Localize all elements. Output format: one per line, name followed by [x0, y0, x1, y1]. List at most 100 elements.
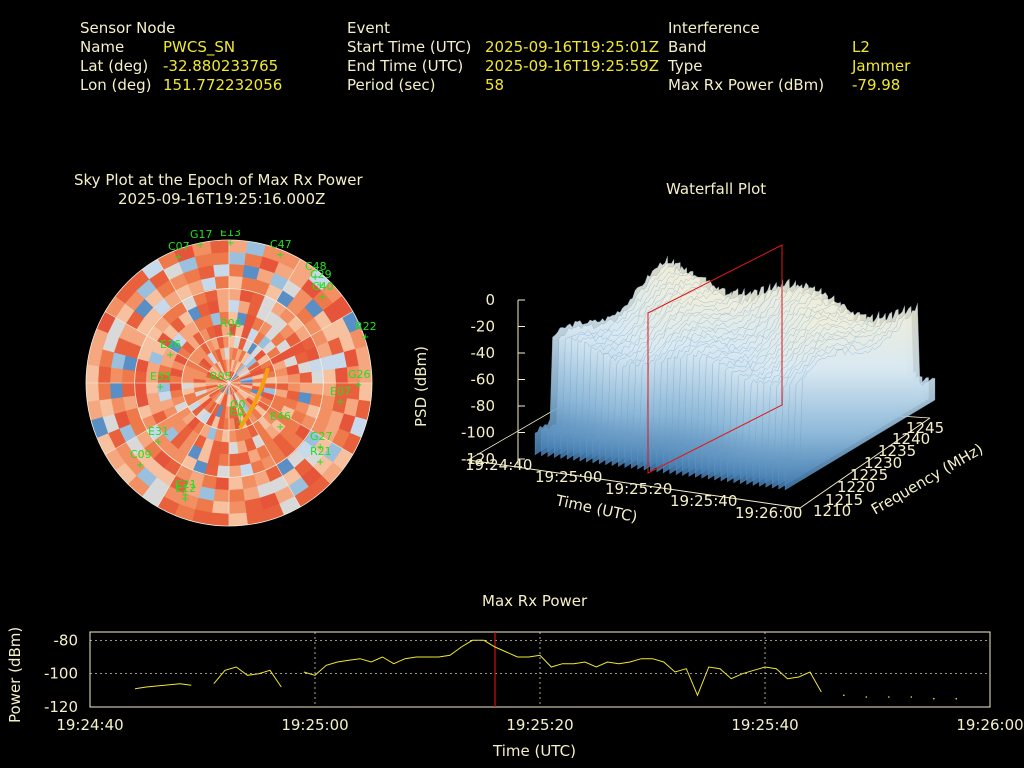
power-point: [843, 694, 845, 697]
wf-freq-tick-label: 1245: [906, 419, 944, 437]
event-period-value: 58: [485, 76, 505, 94]
satellite-label: C29: [310, 268, 332, 281]
event-end-value: 2025-09-16T19:25:59Z: [485, 57, 659, 75]
wf-time-tick-label: 19:25:00: [535, 468, 602, 486]
sky-cell: [228, 500, 247, 515]
sensor-name-value: PWCS_SN: [163, 38, 236, 56]
satellite-marker: +: [336, 397, 344, 408]
satellite-marker: +: [236, 417, 244, 428]
band-value: L2: [852, 38, 870, 56]
satellite-marker: +: [136, 460, 144, 471]
satellite-marker: +: [316, 457, 324, 468]
satellite-label: R22: [355, 320, 377, 333]
satellite-marker: +: [174, 252, 182, 263]
sky-cell: [228, 263, 245, 277]
satellite-label: G27: [310, 430, 333, 443]
sensor-name-label: Name: [80, 38, 125, 56]
sensor-lat-value: -32.880233765: [163, 57, 279, 75]
sky-cell: [323, 368, 337, 384]
power-point: [955, 697, 958, 700]
sensor-lon-value: 151.772232056: [163, 76, 283, 94]
satellite-marker: +: [156, 382, 164, 393]
sky-cell: [211, 251, 230, 266]
satellite-marker: +: [216, 382, 224, 393]
sky-spoke: [105, 382, 230, 455]
sky-cell: [335, 367, 349, 384]
satellite-label: E26: [160, 338, 181, 351]
wf-z-tick-label: -120: [461, 450, 495, 468]
power-point: [910, 696, 913, 698]
wf-time-axis: [467, 459, 801, 509]
event-start-label: Start Time (UTC): [347, 38, 472, 56]
sky-spoke: [228, 382, 301, 507]
sky-cell: [228, 441, 239, 455]
sky-spoke: [157, 382, 230, 507]
satellite-marker: +: [226, 329, 234, 340]
satellite-label: E46: [270, 410, 291, 423]
sky-cell: [214, 275, 230, 289]
sky-cell: [121, 368, 135, 384]
satellite-marker: +: [318, 292, 326, 303]
satellite-marker: +: [196, 240, 204, 251]
satellite-label: R05: [210, 370, 232, 383]
sky-plot: C07+G17+E13+ C47+R05+E0+G0+ E46+R21+G26+C2…: [85, 230, 377, 527]
power-xtick-label: 19:25:20: [506, 716, 573, 734]
wf-z-tick-label: -100: [461, 424, 495, 442]
sky-spoke: [228, 382, 353, 455]
sensor-lon-label: Lon (deg): [80, 76, 152, 94]
wf-freq-tick-label: 1225: [850, 466, 888, 484]
sky-cell: [299, 371, 313, 384]
sky-cell: [97, 365, 112, 384]
power-series-segment: [134, 683, 192, 690]
satellite-label: E0: [230, 405, 244, 418]
satellite-marker: +: [236, 410, 244, 421]
sky-cell: [358, 364, 372, 384]
sky-cell: [275, 374, 289, 384]
sky-cell: [228, 512, 248, 526]
sky-cell: [214, 477, 230, 491]
event-period-label: Period (sec): [347, 76, 436, 94]
sky-cell: [228, 477, 244, 491]
type-value: Jammer: [852, 57, 911, 75]
sky-cell: [217, 453, 230, 467]
band-label: Band: [668, 38, 707, 56]
wf-z-tick-label: -40: [471, 344, 496, 362]
sky-cell: [210, 240, 230, 254]
event-end-label: End Time (UTC): [347, 57, 464, 75]
satellite-marker: +: [166, 350, 174, 361]
satellite-marker: +: [181, 494, 189, 505]
sky-cell: [109, 367, 123, 384]
satellite-marker: +: [276, 250, 284, 261]
sky-cell: [86, 364, 100, 384]
wf-freq-tick-label: 1220: [837, 478, 875, 496]
satellite-label: R06: [220, 317, 242, 330]
jammer-trail: [238, 367, 270, 430]
wf-epoch-plane: [647, 244, 783, 474]
wf-z-tick-label: -80: [471, 397, 496, 415]
skyplot-subtitle: 2025-09-16T19:25:16.000Z: [118, 190, 326, 208]
power-ytick-label: -100: [44, 665, 78, 683]
sky-spoke: [105, 311, 230, 384]
satellite-label: G26: [348, 368, 371, 381]
satellite-label: C21: [175, 478, 197, 491]
power-chart-xlabel: Time (UTC): [493, 742, 576, 760]
waterfall-zlabel: PSD (dBm): [412, 345, 430, 427]
power-series-segment: [303, 639, 822, 697]
wf-time-tick-label: 19:25:40: [670, 492, 737, 510]
satellite-label: C48: [305, 260, 327, 273]
sky-cell: [169, 382, 183, 392]
wf-freq-tick-label: 1210: [813, 502, 851, 520]
power-xtick-label: 19:25:00: [281, 716, 348, 734]
satellite-label: C07: [168, 240, 190, 253]
sky-cell: [97, 382, 112, 401]
sky-cell: [109, 382, 123, 399]
interference-heading: Interference: [668, 19, 760, 37]
sky-cell: [213, 263, 230, 277]
max-power-value: -79.98: [852, 76, 901, 94]
satellite-marker: +: [316, 280, 324, 291]
sky-cell: [121, 382, 135, 398]
satellite-marker: +: [361, 332, 369, 343]
satellite-label: E07: [330, 385, 351, 398]
event-start-value: 2025-09-16T19:25:01Z: [485, 38, 659, 56]
